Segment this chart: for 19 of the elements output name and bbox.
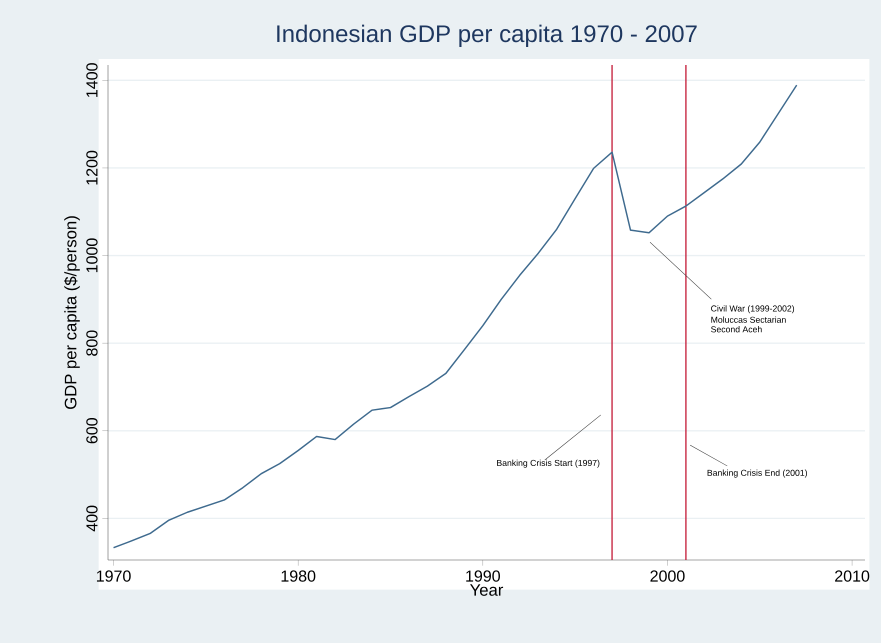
y-tick-label: 1200 bbox=[86, 150, 98, 185]
x-tick-label: 1990 bbox=[466, 570, 500, 582]
x-axis-title: Year bbox=[470, 584, 504, 596]
y-tick-label: 1400 bbox=[86, 63, 98, 97]
x-tick-label: 2000 bbox=[650, 570, 685, 582]
annotation: Banking Crisis Start (1997) bbox=[497, 460, 600, 468]
x-tick-label: 2010 bbox=[835, 570, 870, 582]
y-tick-label: 400 bbox=[86, 506, 98, 532]
y-tick-label: 600 bbox=[86, 418, 98, 444]
annotation: Moluccas Sectarian bbox=[711, 316, 786, 323]
annotation: Banking Crisis End (2001) bbox=[708, 470, 807, 478]
x-tick-label: 1980 bbox=[282, 570, 316, 582]
chart-title: Indonesian GDP per capita 1970 - 2007 bbox=[277, 24, 697, 47]
y-axis-title: GDP per capita ($/person) bbox=[64, 216, 80, 409]
annotation: Second Aceh bbox=[711, 326, 762, 332]
y-tick-label: 800 bbox=[86, 330, 98, 356]
y-tick-label: 1000 bbox=[86, 238, 98, 272]
x-tick-label: 1970 bbox=[96, 570, 131, 582]
annotation: Civil War (1999-2002) bbox=[711, 305, 794, 314]
